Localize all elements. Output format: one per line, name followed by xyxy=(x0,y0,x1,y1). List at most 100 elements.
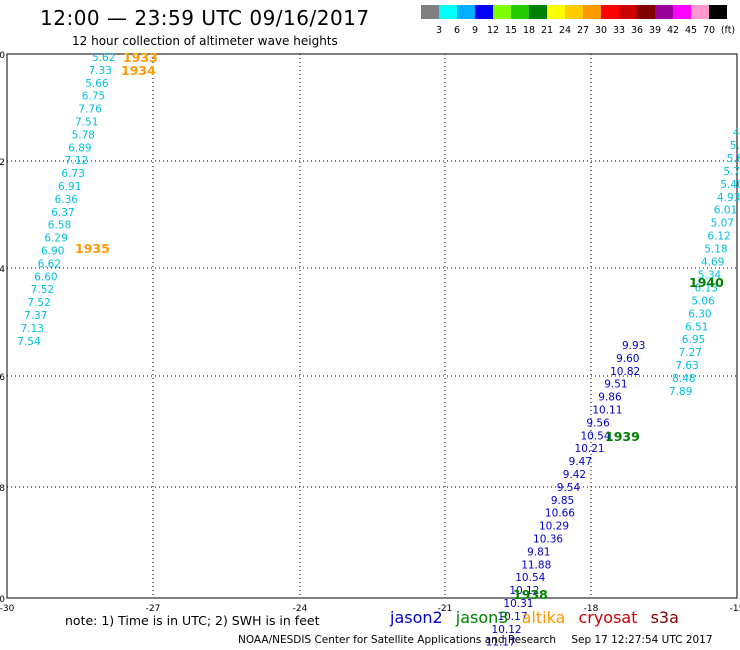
swh-value: 9.47 xyxy=(569,456,592,468)
colorbar-swatch xyxy=(511,5,529,19)
swh-value: 9.86 xyxy=(598,392,622,404)
lon-tick-label: -15 xyxy=(730,604,740,614)
swh-value: 9.54 xyxy=(557,482,581,494)
colorbar-swatch xyxy=(655,5,673,19)
swh-value: 5.34 xyxy=(698,269,722,281)
colorbar-swatch xyxy=(673,5,691,19)
swh-value: 9.60 xyxy=(616,353,639,365)
swh-value: 10.31 xyxy=(503,598,533,610)
swh-value: 5.07 xyxy=(711,218,734,230)
swh-value: 6.95 xyxy=(682,334,705,346)
legend-s3a: s3a xyxy=(650,608,679,627)
swh-value: 8.48 xyxy=(672,373,695,385)
swh-value: 6.12 xyxy=(707,231,730,243)
swh-value: 6.60 xyxy=(34,271,57,283)
swh-value: 7.51 xyxy=(75,117,98,129)
swh-value: 5.78 xyxy=(72,129,95,141)
colorbar-swatch xyxy=(475,5,493,19)
colorbar-tick-label: 12 xyxy=(487,25,499,36)
swh-value: 10.66 xyxy=(545,508,575,520)
swh-value: 7.33 xyxy=(89,65,112,77)
swh-value: 6.36 xyxy=(55,194,79,206)
colorbar-tick-label: 24 xyxy=(559,25,571,36)
colorbar-tick-label: 3 xyxy=(436,25,442,36)
colorbar-swatch xyxy=(439,5,457,19)
color-scale-legend: 3 6 9 12 15 18 21 24 27 30 33 36 39 42 45 70 (ft) xyxy=(421,5,735,36)
swh-value: 6.75 xyxy=(82,91,105,103)
swh-value: 10.54 xyxy=(580,430,610,442)
colorbar-swatch xyxy=(421,5,439,19)
colorbar-tick-label: 6 xyxy=(454,25,460,36)
swh-value: 10.29 xyxy=(539,521,569,533)
lat-tick-label: -30 xyxy=(0,51,5,61)
colorbar-tick-label: 30 xyxy=(595,25,607,36)
colorbar-swatch xyxy=(619,5,637,19)
swh-value: 5.40 xyxy=(720,179,740,191)
swh-value: 5.79 xyxy=(723,166,740,178)
swh-value: 10.54 xyxy=(515,572,545,584)
lon-tick-label: -21 xyxy=(438,604,453,614)
swh-value: 6.51 xyxy=(685,321,708,333)
legend-jason3: jason3 xyxy=(455,608,509,627)
colorbar-swatch xyxy=(565,5,583,19)
swh-value: 5.06 xyxy=(691,295,715,307)
swh-value: 7.89 xyxy=(669,386,692,398)
lon-tick-label: -18 xyxy=(584,604,599,614)
swh-value: 6.89 xyxy=(68,142,91,154)
swh-value: 9.81 xyxy=(527,546,550,558)
swh-value: 6.73 xyxy=(61,168,84,180)
lon-tick-label: -24 xyxy=(293,604,308,614)
colorbar-tick-label: 9 xyxy=(472,25,478,36)
colorbar-swatch xyxy=(583,5,601,19)
swh-value: 9.56 xyxy=(586,417,610,429)
swh-value: 7.37 xyxy=(24,310,47,322)
swh-value: 4 xyxy=(733,127,740,139)
units-note: note: 1) Time is in UTC; 2) SWH is in fe… xyxy=(65,613,320,628)
swh-value: 10.17 xyxy=(497,611,527,623)
swh-value: 5.6 xyxy=(727,153,740,165)
swh-value: 11.88 xyxy=(521,559,551,571)
colorbar-swatch xyxy=(547,5,565,19)
lon-tick-label: -30 xyxy=(0,604,15,614)
satellite-legend: jason2 jason3 altika cryosat s3a xyxy=(390,608,687,627)
swh-value: 10.12 xyxy=(492,624,522,636)
colorbar-swatch xyxy=(493,5,511,19)
map-frame xyxy=(6,53,738,599)
swh-value: 6.29 xyxy=(44,233,67,245)
swh-value: 6.37 xyxy=(51,207,74,219)
colorbar-swatch xyxy=(601,5,619,19)
swh-value: 6.91 xyxy=(58,181,81,193)
map-subtitle: 12 hour collection of altimeter wave hei… xyxy=(72,34,338,48)
swh-value: 5. xyxy=(730,140,740,152)
colorbar-swatch xyxy=(691,5,709,19)
map-title: 12:00 — 23:59 UTC 09/16/2017 xyxy=(40,6,370,30)
swh-value: 10.36 xyxy=(533,534,563,546)
colorbar-swatch xyxy=(709,5,727,19)
swh-value: 7.52 xyxy=(27,297,50,309)
swh-value: 10.11 xyxy=(592,405,622,417)
swh-value: 5.66 xyxy=(85,78,109,90)
pass-time-label: 1935 xyxy=(75,241,110,256)
swh-value: 4.69 xyxy=(701,257,724,269)
colorbar-tick-label: 45 xyxy=(685,25,697,36)
swh-value: 7.54 xyxy=(17,336,41,348)
swh-value: 10.12 xyxy=(509,585,539,597)
lat-tick-label: -32 xyxy=(0,158,5,168)
lon-tick-label: -27 xyxy=(146,604,161,614)
legend-jason2: jason2 xyxy=(390,608,443,627)
colorbar-tick-label: 21 xyxy=(541,25,553,36)
swh-value: 7.52 xyxy=(31,284,54,296)
swh-value: 7.12 xyxy=(65,155,88,167)
colorbar-tick-label: 39 xyxy=(649,25,661,36)
swh-value: 6.01 xyxy=(714,205,737,217)
lat-tick-label: -38 xyxy=(0,484,5,494)
pass-time-label: 1933 xyxy=(123,50,158,65)
swh-value: 9.51 xyxy=(604,379,627,391)
lat-tick-label: -40 xyxy=(0,595,5,605)
swh-value: 6.62 xyxy=(38,258,61,270)
swh-value: 6.13 xyxy=(695,282,718,294)
pass-time-label: 1940 xyxy=(689,275,724,290)
swh-value: 6.90 xyxy=(41,246,64,258)
swh-value: 4.93 xyxy=(717,192,740,204)
